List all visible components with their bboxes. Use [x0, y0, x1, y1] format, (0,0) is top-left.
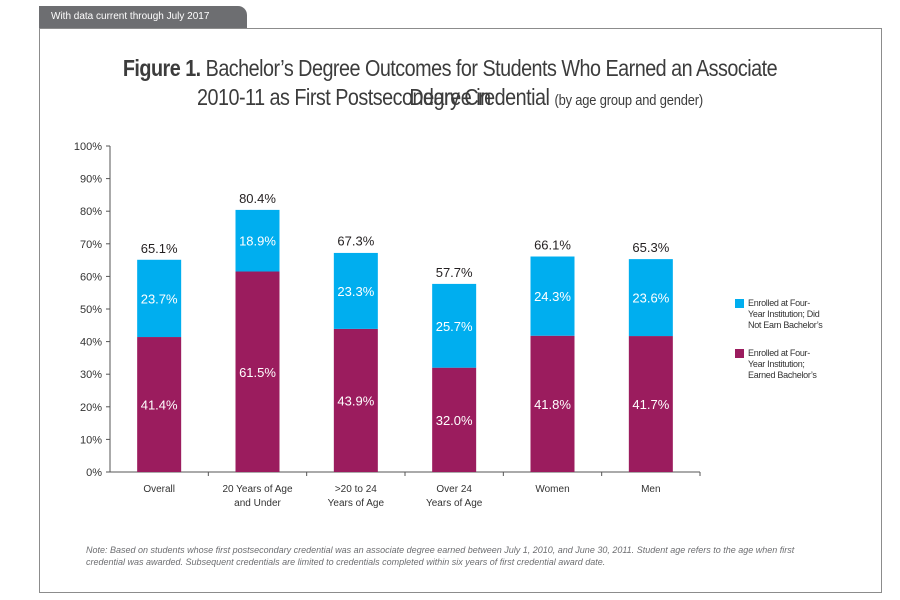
legend-label-not-earned: Enrolled at Four- Year Institution; Did …	[748, 298, 838, 331]
legend-swatch-not-earned	[735, 299, 744, 308]
y-tick-label: 60%	[80, 271, 102, 283]
bar-total-label: 80.4%	[239, 191, 276, 206]
x-category-label: and Under	[234, 498, 281, 509]
bar-segment-label: 18.9%	[239, 234, 276, 249]
bar-segment-label: 25.7%	[436, 319, 473, 334]
bar-segment-label: 24.3%	[534, 289, 571, 304]
legend-line: Enrolled at Four-	[748, 348, 810, 358]
y-tick-label: 50%	[80, 304, 102, 316]
x-category-label: >20 to 24	[335, 484, 377, 495]
x-category-label: 20 Years of Age	[222, 484, 293, 495]
figure-title-continued: 2010-11 as First Postsecondary Credentia…	[115, 83, 786, 115]
legend-line: Enrolled at Four-	[748, 298, 810, 308]
bar-segment	[235, 271, 280, 472]
bar-segment-label: 32.0%	[436, 413, 473, 428]
x-category-label: Years of Age	[426, 498, 483, 509]
figure-title-line1: Bachelor’s Degree Outcomes for Students …	[205, 55, 778, 110]
bar-segment	[432, 283, 477, 368]
y-tick-label: 40%	[80, 337, 102, 349]
bar-segment	[137, 259, 182, 338]
x-category-label: Over 24	[436, 484, 472, 495]
bar-total-label: 65.1%	[141, 241, 178, 256]
legend-label-earned: Enrolled at Four- Year Institution; Earn…	[748, 348, 838, 381]
bar-segment-label: 23.3%	[337, 284, 374, 299]
bar-segment	[333, 252, 378, 329]
y-tick-label: 70%	[80, 239, 102, 251]
legend-line: Earned Bachelor’s	[748, 370, 817, 380]
y-tick-label: 20%	[80, 402, 102, 414]
bar-segment-label: 41.4%	[141, 398, 178, 413]
figure-subtitle: (by age group and gender)	[554, 92, 703, 109]
y-tick-label: 30%	[80, 369, 102, 381]
figure-note: Note: Based on students whose first post…	[86, 545, 795, 567]
legend-swatch-earned	[735, 349, 744, 358]
bar-total-label: 66.1%	[534, 238, 571, 253]
y-tick-label: 80%	[80, 206, 102, 218]
x-category-label: Years of Age	[328, 498, 385, 509]
bar-segment	[137, 337, 182, 472]
bar-segment	[333, 328, 378, 472]
y-tick-label: 90%	[80, 174, 102, 186]
x-category-label: Men	[641, 484, 660, 495]
bar-segment-label: 41.7%	[632, 397, 669, 412]
bar-segment-label: 23.6%	[632, 291, 669, 306]
data-currency-tab: With data current through July 2017	[39, 6, 247, 28]
figure-title-line2: 2010-11 as First Postsecondary Credentia…	[197, 84, 550, 110]
bar-total-label: 57.7%	[436, 265, 473, 280]
figure-frame	[39, 28, 882, 593]
bar-total-label: 67.3%	[337, 234, 374, 249]
bar-segment-label: 23.7%	[141, 291, 178, 306]
x-category-label: Overall	[143, 484, 175, 495]
figure-label: Figure 1.	[122, 55, 201, 81]
y-tick-label: 100%	[74, 141, 102, 153]
bar-segment-label: 61.5%	[239, 365, 276, 380]
bar-segment	[628, 259, 673, 337]
legend-line: Year Institution; Did	[748, 309, 820, 319]
x-category-label: Women	[535, 484, 569, 495]
bar-segment	[628, 336, 673, 472]
legend-line: Not Earn Bachelor’s	[748, 320, 823, 330]
figure-title: Figure 1. Bachelor’s Degree Outcomes for…	[115, 54, 786, 112]
bar-segment-label: 41.8%	[534, 397, 571, 412]
bar-segment-label: 43.9%	[337, 393, 374, 408]
bar-segment	[530, 256, 575, 336]
y-tick-label: 0%	[86, 467, 102, 479]
bar-segment	[432, 367, 477, 472]
bar-segment	[235, 209, 280, 272]
bar-total-label: 65.3%	[632, 240, 669, 255]
bar-segment	[530, 335, 575, 472]
y-tick-label: 10%	[80, 434, 102, 446]
legend-line: Year Institution;	[748, 359, 805, 369]
